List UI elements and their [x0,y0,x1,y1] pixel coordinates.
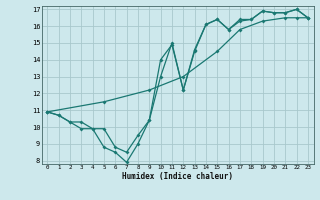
X-axis label: Humidex (Indice chaleur): Humidex (Indice chaleur) [122,172,233,181]
